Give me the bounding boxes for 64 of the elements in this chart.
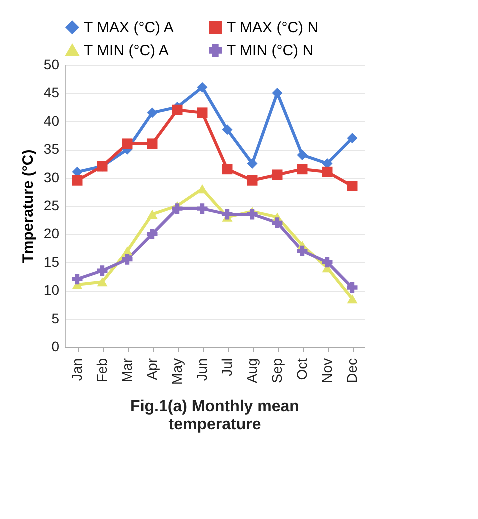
x-tick-label: Feb <box>94 358 110 383</box>
point <box>72 274 83 285</box>
point <box>147 108 158 118</box>
point <box>122 254 133 265</box>
y-tick-label: 50 <box>44 56 60 72</box>
point <box>72 175 83 186</box>
point <box>122 246 133 256</box>
x-tick-label: Jul <box>219 358 235 376</box>
legend-label: T MIN (°C) A <box>84 42 169 60</box>
legend-label: T MAX (°C) N <box>227 20 319 37</box>
point <box>197 82 208 93</box>
point <box>172 204 183 214</box>
point <box>347 181 358 192</box>
point <box>197 204 208 214</box>
point <box>322 257 333 268</box>
legend-label: T MAX (°C) A <box>84 20 174 37</box>
x-tick-label: Apr <box>144 358 160 380</box>
x-tick-label: Jun <box>194 358 210 382</box>
point <box>347 294 358 304</box>
point <box>247 209 258 220</box>
point <box>297 246 308 256</box>
point <box>222 124 233 136</box>
point <box>322 166 333 178</box>
point <box>247 158 258 169</box>
x-tick-label: Jan <box>69 358 85 382</box>
point <box>197 184 208 194</box>
y-tick-label: 25 <box>44 198 60 214</box>
y-tick-label: 0 <box>52 338 60 354</box>
point <box>197 108 208 118</box>
y-tick-label: 45 <box>44 84 60 101</box>
point <box>147 228 158 240</box>
point <box>222 164 233 175</box>
x-tick-label: Dec <box>344 358 360 384</box>
point <box>272 170 283 180</box>
x-tick-label: Oct <box>294 358 310 380</box>
y-tick-label: 15 <box>44 254 60 270</box>
legend-label: T MIN (°C) N <box>227 42 314 60</box>
x-tick-label: Nov <box>319 358 335 384</box>
x-tick-label: May <box>169 358 185 385</box>
point <box>147 210 158 219</box>
point <box>147 138 158 150</box>
y-tick-label: 5 <box>52 310 60 326</box>
point <box>272 88 283 98</box>
point <box>172 104 183 116</box>
x-tick-label: Aug <box>244 358 260 384</box>
y-tick-label: 35 <box>44 141 60 158</box>
point <box>272 218 283 228</box>
point <box>247 175 258 186</box>
point <box>297 150 308 160</box>
y-axis-title: Tmperature (°C) <box>20 150 37 264</box>
point <box>347 133 358 144</box>
text: Fig.1(a) Monthly mean temperature <box>130 398 300 434</box>
y-tick-label: 10 <box>44 282 60 298</box>
y-tick-label: 30 <box>44 169 60 186</box>
point <box>297 164 308 175</box>
point <box>97 266 108 276</box>
point <box>122 138 133 150</box>
y-tick-label: 20 <box>44 226 60 242</box>
point <box>222 209 233 220</box>
x-tick-label: Mar <box>119 358 135 383</box>
y-tick-label: 40 <box>44 112 60 129</box>
point <box>347 282 358 294</box>
x-tick-label: Sep <box>269 358 285 384</box>
point <box>97 278 108 287</box>
